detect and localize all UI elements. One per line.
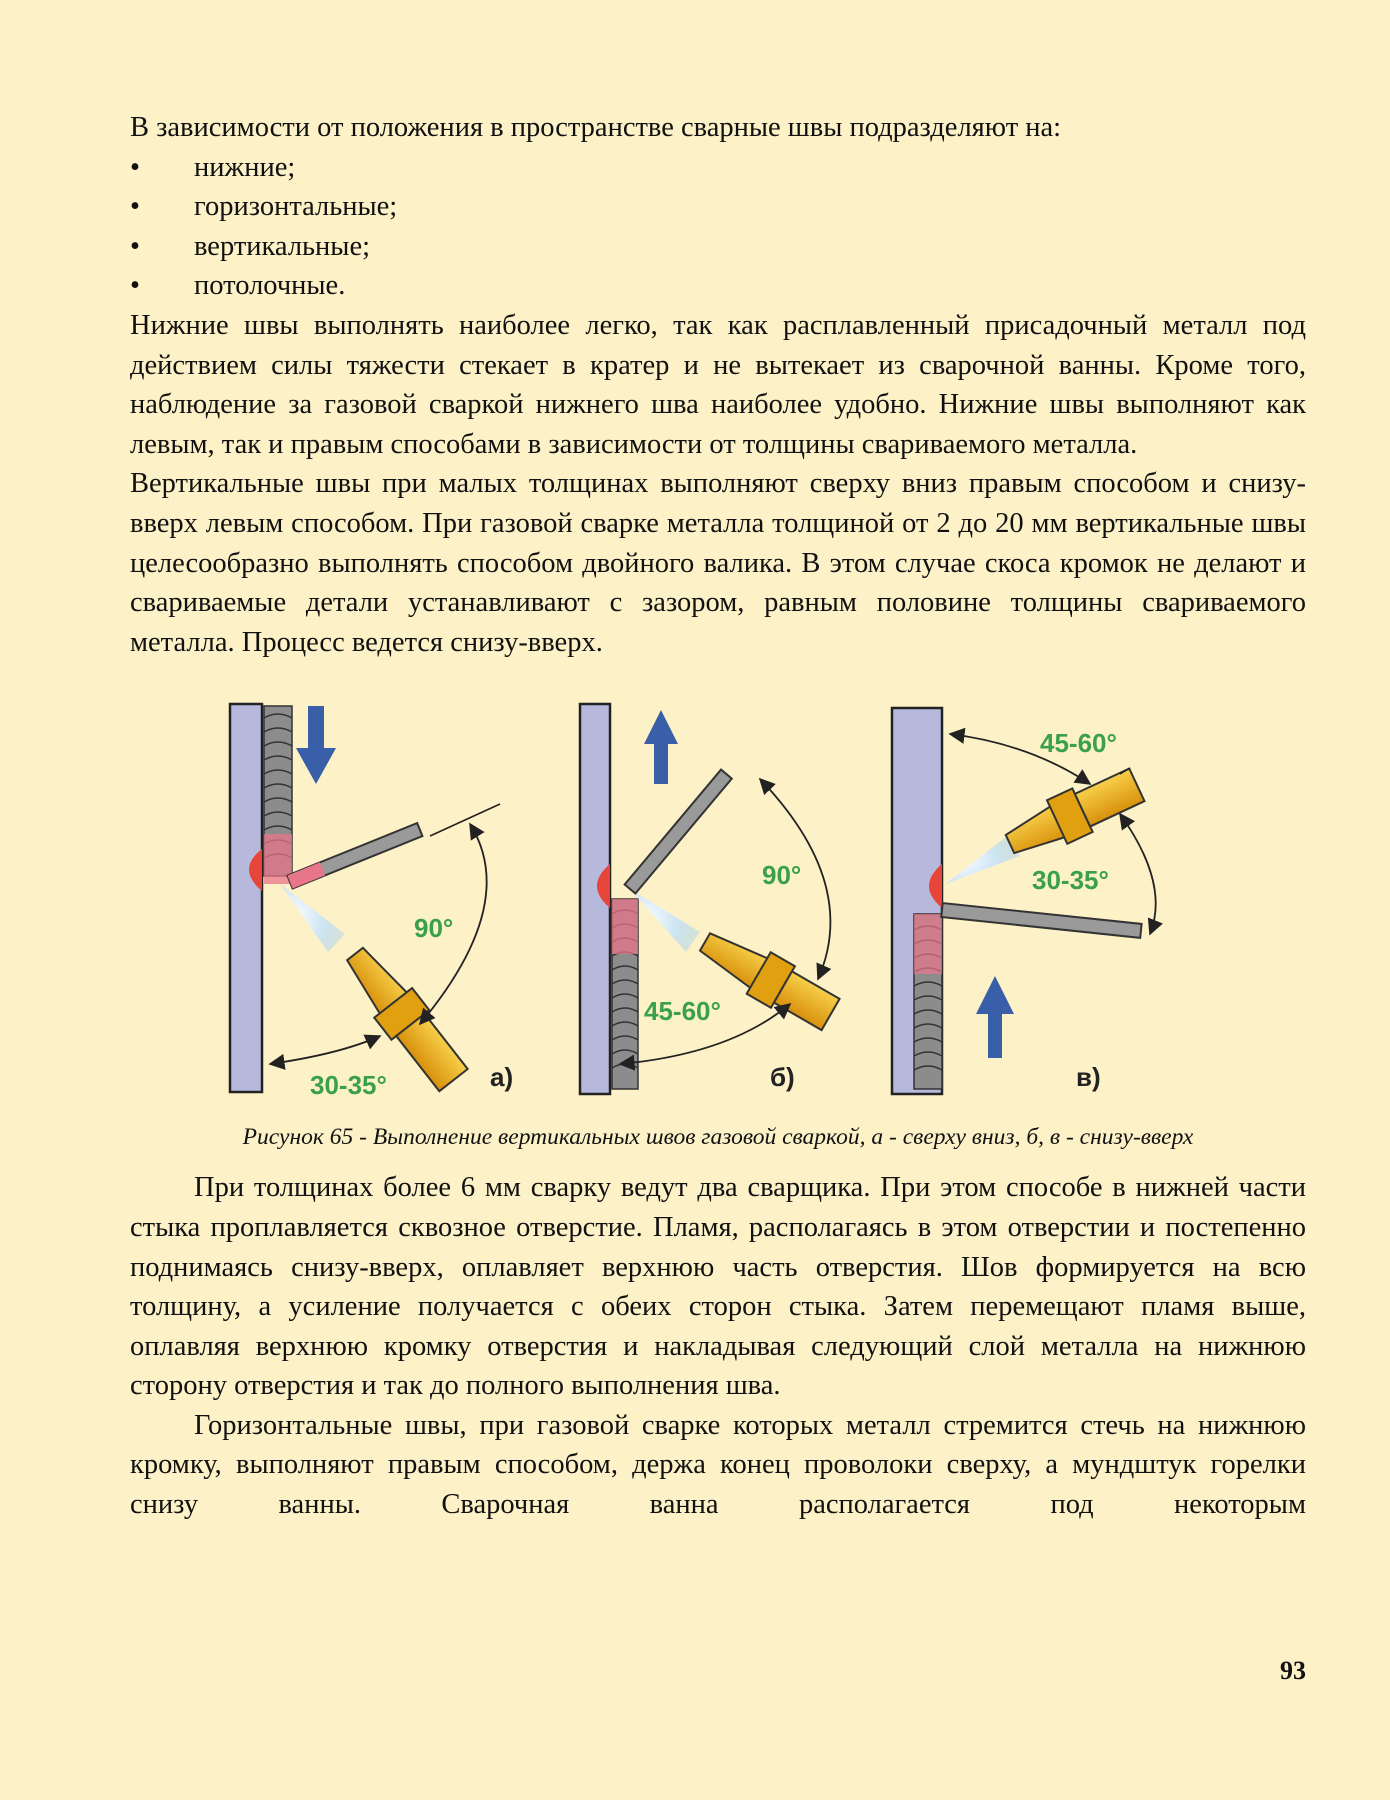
page-number: 93 (1280, 1656, 1306, 1685)
weld-seam-a (263, 705, 293, 885)
paragraph-lower-seams: Нижние швы выполнять наиболее легко, так… (130, 309, 1306, 460)
angle-arc-lower-c (1119, 812, 1163, 936)
welding-diagram: 90° 30-35° а) (228, 703, 1163, 1100)
page-content: В зависимости от положения в пространств… (130, 108, 1306, 1525)
diagram-a: 90° 30-35° а) (228, 703, 513, 1100)
list-item: • нижние; (130, 148, 1306, 188)
label-c: в) (1076, 1062, 1101, 1092)
list-item: • потолочные. (130, 266, 1306, 306)
reference-line-a (429, 803, 501, 838)
paragraph-thick-metal: При толщинах более 6 мм сварку ведут два… (130, 1172, 1306, 1402)
flame-c (945, 834, 1020, 885)
angle-label-c-upper: 45-60° (1040, 728, 1117, 758)
flame-b (630, 889, 700, 953)
bullet: • (130, 191, 140, 223)
label-b: б) (770, 1062, 795, 1092)
bullet: • (130, 230, 140, 262)
angle-label-a-upper: 90° (414, 913, 453, 943)
weld-pool-a (249, 849, 262, 892)
filler-rod-c (940, 902, 1143, 940)
angle-label-a-lower: 30-35° (310, 1070, 387, 1100)
arrow-up-icon (976, 976, 1014, 1059)
weld-seam-b (611, 898, 639, 1091)
list-item-text: нижние; (194, 151, 296, 183)
label-a: а) (490, 1062, 513, 1092)
list-item-text: потолочные. (194, 270, 346, 302)
figure-vertical-welding: 90° 30-35° а) (130, 684, 1306, 1114)
filler-rod-b (623, 768, 734, 896)
angle-arc-upper-b (758, 778, 832, 981)
position-list: • нижние; • горизонтальные; • вертикальные;… (130, 148, 1306, 306)
list-item: • горизонтальные; (130, 187, 1306, 227)
angle-arc-lower-b (618, 1003, 792, 1072)
paragraph-horizontal-seams: Горизонтальные швы, при газовой сварке к… (130, 1409, 1306, 1521)
arrow-up-icon (644, 710, 678, 785)
paragraph-vertical-seams: Вертикальные швы при малых толщинах выпо… (130, 468, 1306, 658)
angle-label-c-lower: 30-35° (1032, 865, 1109, 895)
diagram-b: 90° 45-60° б) (578, 703, 841, 1096)
bullet: • (130, 151, 140, 183)
angle-label-b-lower: 45-60° (644, 996, 721, 1026)
angle-arc-upper-c (948, 728, 1092, 786)
figure-caption: Рисунок 65 - Выполнение вертикальных шво… (242, 1124, 1194, 1151)
flame-a (280, 884, 345, 953)
filler-rod-a (286, 822, 424, 891)
list-item-text: горизонтальные; (194, 191, 398, 223)
arrow-down-icon (296, 706, 336, 785)
bullet: • (130, 270, 140, 302)
weld-seam-c (913, 913, 943, 1091)
angle-arc-upper-a (418, 822, 488, 1026)
weld-pool-b (597, 864, 610, 909)
plate-a (228, 703, 264, 1094)
diagram-c: 45-60° 30-35° в) (890, 707, 1163, 1096)
angle-label-b-upper: 90° (762, 860, 801, 890)
intro-text: В зависимости от положения в пространств… (130, 112, 1062, 143)
weld-pool-c (929, 864, 942, 909)
list-item: • вертикальные; (130, 227, 1306, 267)
torch-c (1004, 767, 1146, 855)
angle-arc-lower-a (268, 1034, 382, 1071)
list-item-text: вертикальные; (194, 230, 371, 262)
torch-a (345, 946, 470, 1093)
